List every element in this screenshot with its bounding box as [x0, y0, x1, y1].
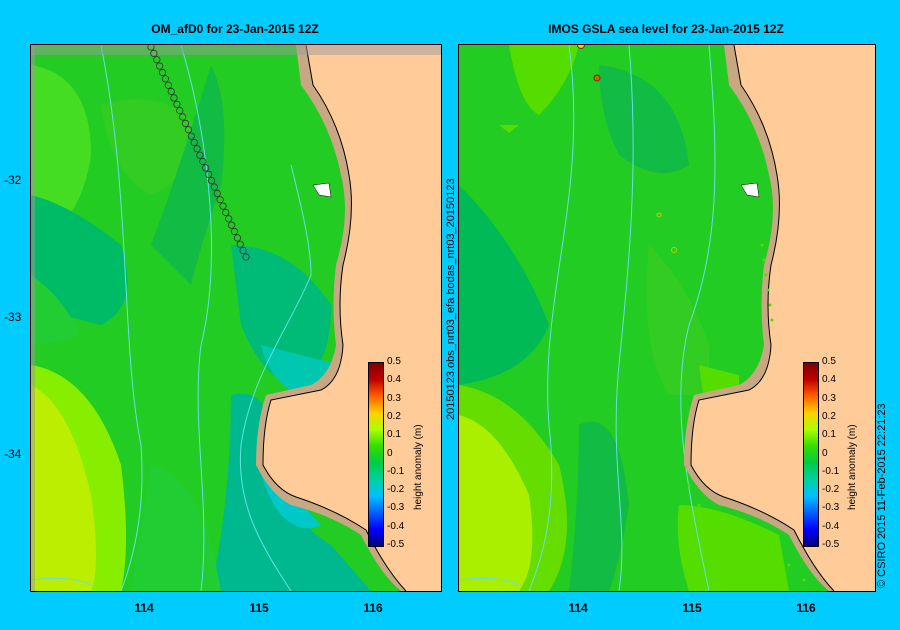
- drifter-point: [176, 106, 184, 115]
- colorbar-tick-label: 0.4: [387, 374, 401, 386]
- colorbar-tick-label: -0.3: [387, 502, 405, 514]
- drifter-point: [167, 87, 175, 96]
- drifter-point: [196, 151, 204, 159]
- drifter-point: [181, 119, 190, 128]
- colorbar-tick-label: 0.5: [822, 356, 836, 367]
- drifter-point: [205, 170, 213, 178]
- drifter-point: [213, 189, 221, 197]
- drifter-point: [236, 240, 244, 248]
- copyright-text: © CSIRO 2015 11-Feb-2015 22:21:23: [876, 403, 888, 588]
- drifter-point: [173, 100, 181, 108]
- colorbar-tick-label: 0.3: [387, 392, 401, 404]
- drifter-point: [184, 126, 192, 134]
- drifter-point: [228, 221, 236, 229]
- colorbar-tick-label: 0: [822, 447, 828, 459]
- drifter-point: [179, 113, 187, 121]
- colorbar-tick-label: -0.1: [822, 465, 840, 477]
- colorbar-tick-label: -0.5: [387, 539, 405, 550]
- drifter-point: [207, 177, 216, 185]
- y-tick-label: -32: [4, 173, 22, 187]
- drifter-point: [147, 45, 155, 51]
- drifter-point: [230, 227, 239, 236]
- left-map-title: OM_afD0 for 23-Jan-2015 12Z: [151, 22, 319, 36]
- data-source-label: 20150123.obs_nrt03_efa bodas_nrt03_20150…: [445, 178, 457, 420]
- drifter-point: [156, 62, 164, 70]
- x-tick-label: 115: [249, 601, 269, 615]
- colorbar-tick-label: 0.1: [387, 429, 401, 441]
- drifter-point: [187, 132, 195, 140]
- colorbar-tick-label: 0.1: [822, 429, 836, 441]
- colorbar-tick-label: 0.2: [822, 410, 836, 422]
- colorbar-tick-label: -0.2: [387, 484, 405, 496]
- drifter-point: [242, 253, 250, 261]
- colorbar-tick-label: -0.1: [387, 465, 405, 477]
- drifter-track: [147, 45, 250, 261]
- drifter-point: [233, 234, 241, 242]
- drifter-point: [170, 94, 178, 102]
- colorbar-tick-label: -0.4: [822, 520, 840, 532]
- drifter-point: [216, 196, 224, 204]
- drifter-point: [158, 68, 167, 77]
- colorbar-tick-label: 0.3: [822, 392, 836, 404]
- drifter-point: [150, 49, 158, 57]
- drifter-point: [225, 215, 233, 223]
- drifter-point: [164, 81, 172, 89]
- drifter-point: [193, 145, 201, 153]
- colorbar-left: [368, 362, 384, 547]
- colorbar-tick-label: -0.4: [387, 520, 405, 532]
- right-map-title: IMOS GSLA sea level for 23-Jan-2015 12Z: [548, 22, 784, 36]
- y-tick-label: -33: [4, 310, 22, 324]
- colorbar-tick-label: 0.2: [387, 410, 401, 422]
- colorbar-left-title: height anomaly (m): [413, 424, 424, 510]
- left-map: [30, 44, 442, 592]
- y-tick-label: -34: [4, 447, 22, 461]
- x-tick-label: 114: [568, 601, 588, 615]
- x-tick-label: 116: [796, 601, 816, 615]
- drifter-point: [199, 157, 207, 166]
- drifter-point: [222, 208, 230, 217]
- drifter-point: [202, 164, 210, 172]
- drifter-point: [161, 75, 169, 83]
- colorbar-tick-label: 0.4: [822, 374, 836, 386]
- drifter-point: [153, 56, 161, 64]
- colorbar-tick-label: -0.2: [822, 484, 840, 496]
- colorbar-right-title: height anomaly (m): [847, 424, 858, 510]
- drifter-point: [190, 138, 198, 147]
- colorbar-tick-label: 0: [387, 447, 393, 459]
- x-tick-label: 116: [363, 601, 383, 615]
- x-tick-label: 115: [682, 601, 702, 615]
- colorbar-right: [803, 362, 819, 547]
- colorbar-tick-label: -0.5: [822, 539, 840, 550]
- drifter-point: [219, 202, 227, 210]
- colorbar-tick-label: 0.5: [387, 356, 401, 367]
- drifter-point: [210, 183, 218, 191]
- drifter-point: [239, 247, 247, 255]
- colorbar-tick-label: -0.3: [822, 502, 840, 514]
- x-tick-label: 114: [134, 601, 154, 615]
